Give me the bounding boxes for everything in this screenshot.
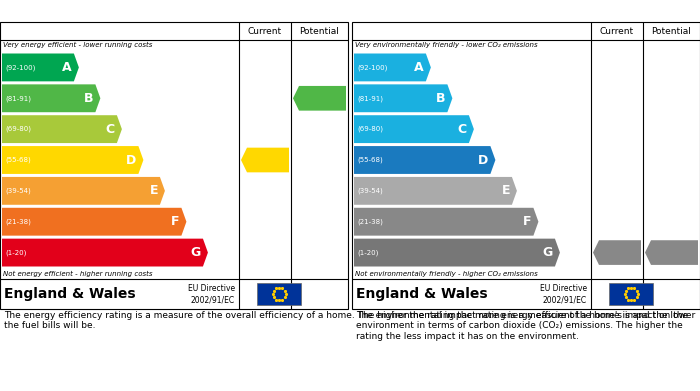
Text: The environmental impact rating is a measure of a home's impact on the environme: The environmental impact rating is a mea… (356, 311, 688, 341)
Text: G: G (542, 246, 553, 259)
Polygon shape (2, 146, 143, 174)
Polygon shape (2, 177, 165, 205)
Text: Not energy efficient - higher running costs: Not energy efficient - higher running co… (3, 271, 153, 277)
Bar (609, 283, 653, 305)
Text: Potential: Potential (300, 27, 339, 36)
Text: (92-100): (92-100) (357, 64, 387, 71)
Polygon shape (354, 146, 496, 174)
Text: (81-91): (81-91) (5, 95, 31, 102)
Text: 86: 86 (315, 93, 330, 103)
Text: England & Wales: England & Wales (4, 287, 136, 301)
Polygon shape (241, 148, 289, 172)
Polygon shape (593, 240, 641, 265)
Text: D: D (478, 154, 489, 167)
Text: (1-20): (1-20) (5, 249, 27, 256)
Text: EU Directive
2002/91/EC: EU Directive 2002/91/EC (540, 284, 587, 304)
Text: EU Directive
2002/91/EC: EU Directive 2002/91/EC (188, 284, 235, 304)
Text: (69-80): (69-80) (5, 126, 31, 133)
Text: Current: Current (248, 27, 282, 36)
Text: Environmental Impact (CO₂) Rating: Environmental Impact (CO₂) Rating (356, 6, 574, 16)
Text: (92-100): (92-100) (5, 64, 36, 71)
Polygon shape (354, 115, 474, 143)
Text: Potential: Potential (652, 27, 692, 36)
Text: (21-38): (21-38) (5, 219, 31, 225)
Bar (257, 283, 301, 305)
Polygon shape (2, 115, 122, 143)
Text: Energy Efficiency Rating: Energy Efficiency Rating (4, 6, 157, 16)
Text: England & Wales: England & Wales (356, 287, 488, 301)
Text: 1: 1 (671, 248, 678, 258)
Text: A: A (62, 61, 72, 74)
Text: Not environmentally friendly - higher CO₂ emissions: Not environmentally friendly - higher CO… (355, 271, 538, 277)
Text: B: B (436, 92, 445, 105)
Text: E: E (149, 185, 158, 197)
Text: D: D (126, 154, 136, 167)
Polygon shape (354, 84, 452, 112)
Text: Current: Current (600, 27, 634, 36)
Text: 1: 1 (616, 248, 624, 258)
Text: E: E (501, 185, 510, 197)
Text: (55-68): (55-68) (357, 157, 383, 163)
Text: A: A (414, 61, 424, 74)
Text: F: F (523, 215, 531, 228)
Text: C: C (106, 123, 115, 136)
Text: B: B (84, 92, 93, 105)
Polygon shape (354, 239, 560, 267)
Text: (21-38): (21-38) (357, 219, 383, 225)
Polygon shape (2, 208, 186, 236)
Polygon shape (2, 84, 100, 112)
Polygon shape (2, 54, 79, 81)
Text: F: F (171, 215, 179, 228)
Text: The energy efficiency rating is a measure of the overall efficiency of a home. T: The energy efficiency rating is a measur… (4, 311, 695, 330)
Polygon shape (354, 208, 538, 236)
Text: Very energy efficient - lower running costs: Very energy efficient - lower running co… (3, 42, 153, 48)
Polygon shape (354, 54, 431, 81)
Text: (1-20): (1-20) (357, 249, 379, 256)
Text: Very environmentally friendly - lower CO₂ emissions: Very environmentally friendly - lower CO… (355, 42, 538, 48)
Polygon shape (645, 240, 698, 265)
Text: (39-54): (39-54) (5, 188, 31, 194)
Polygon shape (354, 177, 517, 205)
Text: 60: 60 (260, 155, 276, 165)
Text: (69-80): (69-80) (357, 126, 383, 133)
Text: C: C (458, 123, 467, 136)
Text: G: G (190, 246, 201, 259)
Text: (39-54): (39-54) (357, 188, 383, 194)
Text: (55-68): (55-68) (5, 157, 31, 163)
Text: (81-91): (81-91) (357, 95, 383, 102)
Polygon shape (2, 239, 208, 267)
Polygon shape (293, 86, 346, 111)
